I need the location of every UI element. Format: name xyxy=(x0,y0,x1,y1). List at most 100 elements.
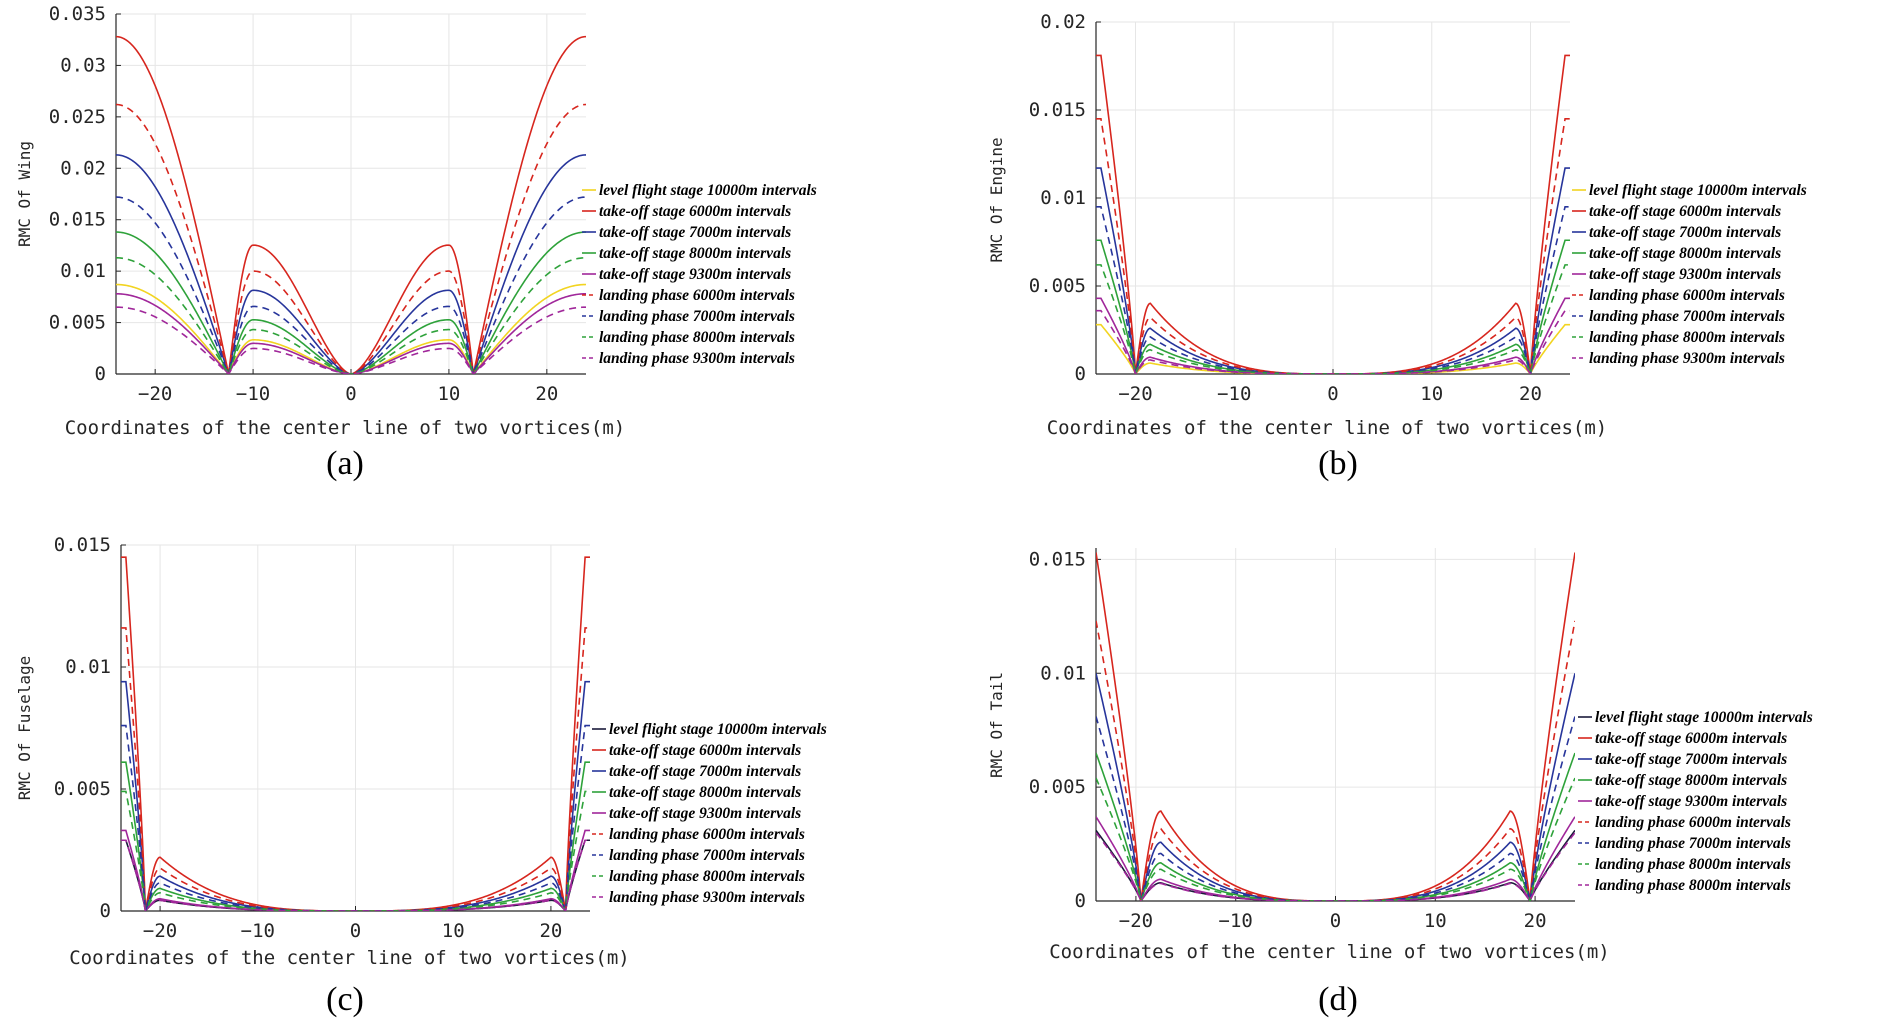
series-line xyxy=(116,231,586,374)
x-axis-title: Coordinates of the center line of two vo… xyxy=(1049,941,1610,963)
legend-entry: landing phase 6000m intervals xyxy=(1589,287,1785,304)
x-tick-label: 20 xyxy=(1524,910,1547,932)
legend-entry: level flight stage 10000m intervals xyxy=(609,721,827,738)
y-axis-title: RMC Of Wing xyxy=(15,141,34,247)
y-tick-label: 0.005 xyxy=(1029,776,1086,798)
x-tick-label: 0 xyxy=(350,920,361,942)
chart-panel-c: −20 −10 0 10 20 0 0.005 0.01 0.015 Coordinates of… xyxy=(15,534,827,1018)
legend-entry: take-off stage 8000m intervals xyxy=(1595,772,1787,789)
y-tick-label: 0.01 xyxy=(65,656,111,678)
y-tick-label: 0.01 xyxy=(1040,662,1086,684)
y-tick-label: 0.005 xyxy=(1029,275,1086,297)
series-line xyxy=(121,680,590,911)
legend-entry: landing phase 6000m intervals xyxy=(609,826,805,843)
x-axis-title: Coordinates of the center line of two vo… xyxy=(65,417,626,439)
legend-entry: landing phase 9300m intervals xyxy=(599,350,795,367)
series-line xyxy=(1096,297,1570,374)
series-line xyxy=(121,761,590,911)
y-axis-title: RMC Of Tail xyxy=(987,672,1006,778)
legend-entry: take-off stage 9300m intervals xyxy=(1595,793,1787,810)
y-tick-label: 0.035 xyxy=(49,3,106,25)
x-tick-label: 0 xyxy=(345,383,356,405)
legend-entry: landing phase 7000m intervals xyxy=(1589,308,1785,325)
legend-entry: level flight stage 10000m intervals xyxy=(1589,182,1807,199)
legend: level flight stage 10000m intervals take-… xyxy=(1578,709,1813,894)
legend-entry: take-off stage 9300m intervals xyxy=(1589,266,1781,283)
legend-entry: take-off stage 6000m intervals xyxy=(1595,730,1787,747)
legend-entry: take-off stage 6000m intervals xyxy=(1589,203,1781,220)
series-group xyxy=(121,556,590,911)
series-line xyxy=(1096,118,1570,374)
x-tick-label: −10 xyxy=(1217,383,1251,405)
legend-entry: landing phase 8000m intervals xyxy=(609,868,805,885)
legend-entry: take-off stage 8000m intervals xyxy=(609,784,801,801)
legend-entry: landing phase 7000m intervals xyxy=(599,308,795,325)
series-line xyxy=(116,292,586,374)
legend-entry: landing phase 7000m intervals xyxy=(609,847,805,864)
y-tick-label: 0.02 xyxy=(60,157,106,179)
series-line xyxy=(1096,323,1570,374)
series-line xyxy=(121,790,590,911)
legend: level flight stage 10000m intervals take-… xyxy=(1572,182,1807,367)
x-tick-label: 10 xyxy=(437,383,460,405)
legend-entry: take-off stage 8000m intervals xyxy=(599,245,791,262)
y-tick-label: 0.015 xyxy=(49,209,106,231)
x-tick-label: 10 xyxy=(442,920,465,942)
x-axis-title: Coordinates of the center line of two vo… xyxy=(1047,417,1608,439)
x-tick-label: 20 xyxy=(535,383,558,405)
legend-entry: landing phase 7000m intervals xyxy=(1595,835,1791,852)
series-line xyxy=(1096,54,1570,374)
series-group xyxy=(1096,54,1570,374)
y-tick-label: 0.015 xyxy=(54,534,111,556)
x-tick-label: −20 xyxy=(138,383,172,405)
x-tick-label: −10 xyxy=(1219,910,1253,932)
series-line xyxy=(1096,264,1570,374)
series-line xyxy=(121,556,590,911)
x-tick-label: 20 xyxy=(1519,383,1542,405)
legend-entry: level flight stage 10000m intervals xyxy=(599,182,817,199)
legend: level flight stage 10000m intervals take-… xyxy=(592,721,827,906)
legend-entry: landing phase 8000m intervals xyxy=(599,329,795,346)
legend-entry: take-off stage 6000m intervals xyxy=(599,203,791,220)
x-tick-label: −10 xyxy=(241,920,275,942)
chart-panel-b: −20 −10 0 10 20 0 0.005 0.01 0.015 0.02 Coordinate… xyxy=(987,11,1807,482)
x-tick-label: −20 xyxy=(1119,910,1153,932)
series-line xyxy=(116,103,586,374)
legend-entry: landing phase 8000m intervals xyxy=(1595,856,1791,873)
series-line xyxy=(1096,552,1575,901)
y-tick-label: 0.015 xyxy=(1029,99,1086,121)
y-tick-label: 0.01 xyxy=(1040,187,1086,209)
series-line xyxy=(121,627,590,911)
x-tick-label: 0 xyxy=(1327,383,1338,405)
legend-entry: take-off stage 7000m intervals xyxy=(609,763,801,780)
y-axis-title: RMC Of Engine xyxy=(987,137,1006,262)
legend-entry: take-off stage 7000m intervals xyxy=(1589,224,1781,241)
legend-entry: take-off stage 7000m intervals xyxy=(599,224,791,241)
series-line xyxy=(1096,673,1575,901)
y-tick-label: 0 xyxy=(95,363,106,385)
y-tick-label: 0.01 xyxy=(60,260,106,282)
x-tick-label: −20 xyxy=(143,920,177,942)
legend-entry: take-off stage 9300m intervals xyxy=(599,266,791,283)
series-line xyxy=(116,256,586,374)
x-tick-label: 0 xyxy=(1330,910,1341,932)
chart-panel-a: −20 −10 0 10 20 0 0.005 0.01 0.015 0.02 0.025 0.03 0… xyxy=(15,3,817,482)
legend-entry: level flight stage 10000m intervals xyxy=(1595,709,1813,726)
legend-entry: landing phase 9300m intervals xyxy=(609,889,805,906)
y-tick-label: 0.005 xyxy=(49,312,106,334)
series-line xyxy=(1096,206,1570,374)
series-line xyxy=(1096,777,1575,901)
panel-label: (c) xyxy=(326,981,364,1018)
series-line xyxy=(1096,832,1575,901)
series-line xyxy=(121,839,590,911)
y-tick-label: 0.02 xyxy=(1040,11,1086,33)
y-tick-label: 0 xyxy=(100,900,111,922)
x-tick-label: 10 xyxy=(1420,383,1443,405)
series-line xyxy=(1096,620,1575,901)
x-tick-label: −10 xyxy=(236,383,270,405)
legend-entry: landing phase 8000m intervals xyxy=(1589,329,1785,346)
series-line xyxy=(1096,816,1575,901)
series-line xyxy=(116,283,586,374)
x-tick-label: −20 xyxy=(1118,383,1152,405)
legend-entry: take-off stage 8000m intervals xyxy=(1589,245,1781,262)
